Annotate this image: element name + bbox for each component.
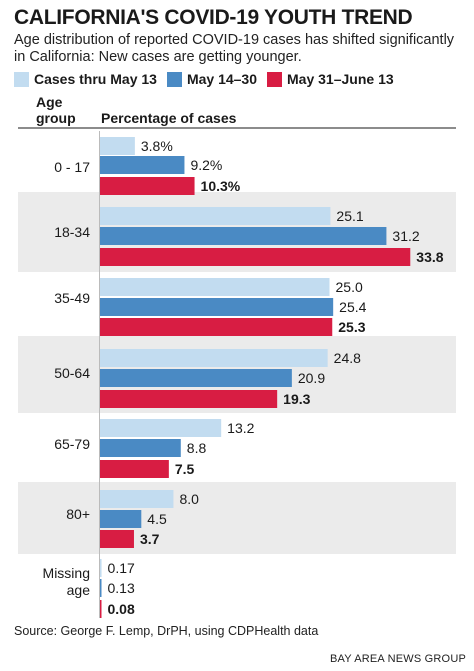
bar xyxy=(100,248,411,266)
bar xyxy=(100,156,185,174)
bar xyxy=(100,177,195,195)
data-label: 13.2 xyxy=(227,420,254,436)
data-label: 19.3 xyxy=(283,391,310,407)
data-label: 10.3% xyxy=(201,178,241,194)
legend: Cases thru May 13 May 14–30 May 31–June … xyxy=(14,69,404,89)
data-label: 0.17 xyxy=(108,560,135,576)
data-label: 4.5 xyxy=(147,511,167,527)
data-label: 9.2% xyxy=(190,157,222,173)
bar xyxy=(100,439,181,457)
percentage-header: Percentage of cases xyxy=(101,110,237,126)
legend-item-series-1: Cases thru May 13 xyxy=(14,71,157,87)
legend-swatch-series-3 xyxy=(267,71,283,87)
category-label: 50-64 xyxy=(54,365,90,381)
bar xyxy=(100,278,330,296)
chart-subtitle: Age distribution of reported COVID-19 ca… xyxy=(14,32,455,65)
data-label: 33.8 xyxy=(416,249,443,265)
category-label: age xyxy=(67,582,91,598)
data-label: 3.7 xyxy=(140,531,160,547)
category-label: 35-49 xyxy=(54,290,90,306)
data-label: 25.4 xyxy=(339,299,366,315)
category-label: 80+ xyxy=(66,506,90,522)
data-label: 20.9 xyxy=(298,370,325,386)
legend-label-series-1: Cases thru May 13 xyxy=(34,71,157,87)
data-label: 3.8% xyxy=(141,138,173,154)
bar xyxy=(100,530,134,548)
credit-line: BAY AREA NEWS GROUP xyxy=(329,653,466,665)
bar xyxy=(100,559,102,577)
bar xyxy=(100,579,102,597)
bar xyxy=(100,390,278,408)
data-label: 0.13 xyxy=(108,580,135,596)
data-label: 0.08 xyxy=(108,601,135,617)
bar xyxy=(100,600,102,618)
legend-swatch-series-1 xyxy=(14,71,29,87)
bar xyxy=(100,349,328,367)
data-label: 31.2 xyxy=(392,228,419,244)
bar xyxy=(100,510,142,528)
data-label: 25.1 xyxy=(336,208,363,224)
age-group-header: Age group xyxy=(36,94,76,126)
chart-title: CALIFORNIA'S COVID-19 YOUTH TREND xyxy=(14,6,413,29)
bar xyxy=(100,318,333,336)
category-label: Missing xyxy=(43,565,90,581)
source-note: Source: George F. Lemp, DrPH, using CDPH… xyxy=(14,624,319,638)
bar xyxy=(100,207,331,225)
legend-label-series-2: May 14–30 xyxy=(186,71,258,87)
bar xyxy=(100,137,135,155)
data-label: 25.0 xyxy=(336,279,363,295)
data-label: 8.0 xyxy=(179,491,199,507)
data-label: 8.8 xyxy=(187,440,207,456)
legend-swatch-series-2 xyxy=(166,71,182,87)
bar xyxy=(100,490,174,508)
category-label: 65-79 xyxy=(54,436,90,452)
data-label: 25.3 xyxy=(338,319,365,335)
legend-item-series-3: May 31–June 13 xyxy=(267,71,394,87)
bar xyxy=(100,419,222,437)
data-label: 24.8 xyxy=(334,350,361,366)
category-band xyxy=(18,482,456,554)
bar xyxy=(100,298,334,316)
bar xyxy=(100,460,169,478)
legend-item-series-2: May 14–30 xyxy=(166,71,258,87)
category-label: 0 - 17 xyxy=(54,159,90,175)
legend-label-series-3: May 31–June 13 xyxy=(287,71,394,87)
category-label: 18-34 xyxy=(54,224,90,240)
bar xyxy=(100,369,292,387)
data-label: 7.5 xyxy=(175,461,195,477)
bar xyxy=(100,227,387,245)
